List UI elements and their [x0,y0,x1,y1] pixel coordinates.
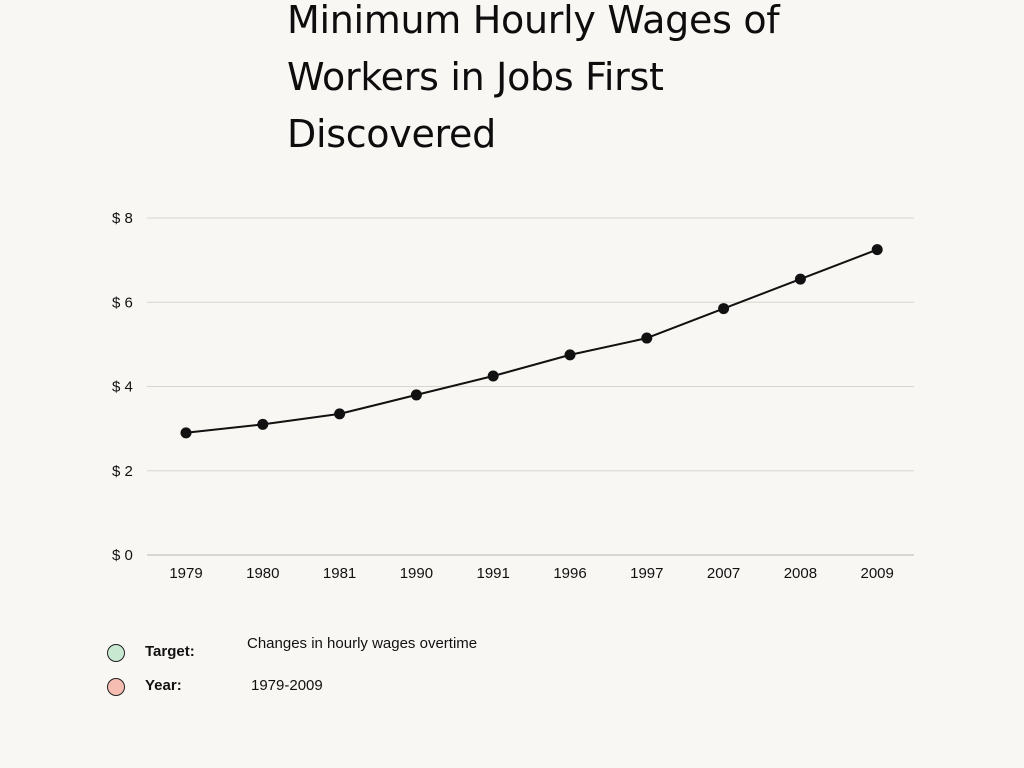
x-tick-label: 1981 [323,565,356,582]
x-tick-label: 2008 [784,565,817,582]
y-tick-label: $ 0 [112,547,133,564]
series-line-path [185,248,878,434]
x-tick-label: 1990 [400,565,433,582]
data-point-2008 [794,273,806,285]
legend-target-value: Changes in hourly wages overtime [247,635,478,652]
legend-target-swatch [107,644,125,662]
data-point-1980 [257,418,269,430]
legend-year-value: 1979-2009 [251,677,323,694]
data-point-1990 [410,389,422,401]
legend-target-key: Target: [145,643,195,660]
data-point-1991 [487,370,499,382]
y-axis-ticks: $ 0 $ 2 $ 4 $ 6 $ 8 [112,210,133,564]
x-tick-label: 1996 [553,565,586,582]
y-tick-label: $ 8 [112,210,133,227]
series-points [180,244,883,439]
data-point-1997 [641,332,653,344]
data-point-1996 [564,349,576,361]
data-point-1981 [334,408,346,420]
x-tick-label: 1980 [246,565,279,582]
y-tick-label: $ 4 [112,379,133,396]
data-point-1979 [180,427,192,439]
x-tick-label: 1979 [169,565,202,582]
x-tick-label: 2009 [861,565,894,582]
x-tick-label: 1991 [477,565,510,582]
data-point-2007 [718,303,730,315]
x-tick-label: 2007 [707,565,740,582]
legend-year-key: Year: [145,677,182,694]
y-tick-label: $ 2 [112,463,133,480]
chart-title: Minimum Hourly Wages of Workers in Jobs … [287,0,780,156]
data-point-2009 [871,244,883,256]
legend-year-swatch [107,678,125,696]
y-tick-label: $ 6 [112,294,133,311]
x-tick-label: 1997 [630,565,663,582]
grid-lines [147,217,914,556]
x-axis-ticks: 1979 1980 1981 1990 1991 1996 1997 2007 2008 2009 [169,565,894,582]
series-line [185,248,878,434]
